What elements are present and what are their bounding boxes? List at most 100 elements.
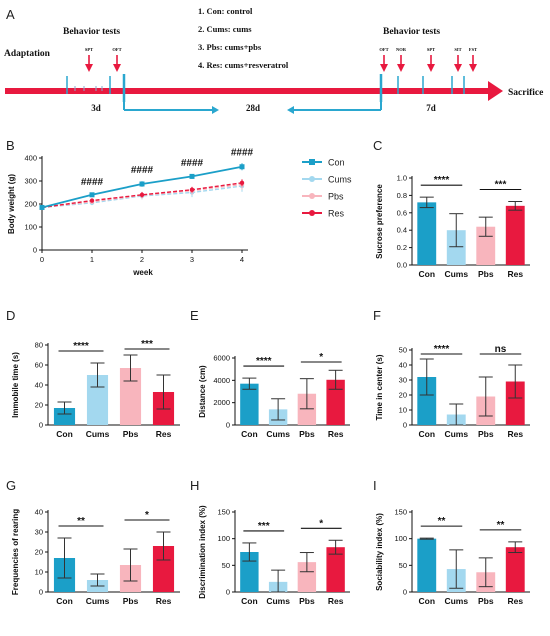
panel-letter-i: I (373, 478, 377, 493)
B-ytick-label-4: 400 (24, 154, 37, 163)
test-label-b0: OFT (379, 47, 388, 52)
D-ytick-label-4: 80 (35, 341, 43, 350)
test-label-b2: SPT (427, 47, 435, 52)
B-ytick-label-0: 0 (33, 246, 37, 255)
B-xtick-label-4: 4 (240, 255, 244, 264)
F-category-label-con: Con (418, 429, 435, 439)
C-ytick-label-0: 0.0 (397, 261, 407, 270)
F-ytick-label-2: 20 (399, 391, 407, 400)
E-bar-res (326, 379, 345, 425)
F-category-label-pbs: Pbs (478, 429, 494, 439)
B-legend-marker-pbs (309, 193, 315, 199)
H-category-label-con: Con (241, 596, 258, 606)
D-ytick-label-3: 60 (35, 361, 43, 370)
H-bar-con (240, 552, 259, 592)
D-category-label-cums: Cums (86, 429, 110, 439)
B-annotation-0: #### (81, 177, 104, 188)
panel-letter-b: B (6, 138, 15, 153)
panel-letter-d: D (6, 308, 15, 323)
E-category-label-res: Res (328, 429, 344, 439)
C-category-label-con: Con (418, 269, 435, 279)
I-category-label-res: Res (507, 596, 523, 606)
test-label-b1: NOR (396, 47, 407, 52)
D-bar-con (53, 408, 76, 425)
B-series-line-pbs (41, 183, 243, 209)
G-ylabel: Frequencies of rearing (11, 509, 20, 595)
E-bar-con (240, 383, 259, 425)
E-category-label-cums: Cums (266, 429, 290, 439)
test-arrow-head-b1 (397, 64, 405, 72)
test-label-b3: SIT (454, 47, 461, 52)
B-legend-marker-cums (309, 176, 315, 182)
C-ytick-label-1: 0.2 (397, 243, 407, 252)
G-category-label-pbs: Pbs (123, 596, 139, 606)
I-ytick-label-0: 0 (403, 588, 407, 597)
I-sig-label-1: ** (497, 520, 505, 531)
I-category-label-pbs: Pbs (478, 596, 494, 606)
B-ytick-label-1: 100 (24, 223, 37, 232)
I-ytick-label-3: 150 (394, 508, 407, 517)
F-ytick-label-0: 0 (403, 421, 407, 430)
B-ytick-label-2: 200 (24, 200, 37, 209)
B-ylabel: Body weight (g) (7, 174, 16, 234)
D-sig-label-1: *** (141, 339, 153, 350)
B-xtick-label-3: 3 (190, 255, 194, 264)
C-ytick-label-5: 1.0 (397, 174, 407, 183)
B-annotation-3: #### (231, 147, 254, 158)
B-series-line-cums (41, 185, 243, 209)
test-arrow-head-b0 (380, 64, 388, 72)
G-bar-res (152, 546, 175, 592)
timeline-ticks: SPT OFT OFT NOR SPT SIT FST (66, 47, 477, 102)
chart-c: C 0.0 0.2 0.4 0.6 0.8 1.0 Sucrose preference Con… (373, 138, 530, 279)
B-xtick-label-2: 2 (140, 255, 144, 264)
B-point-con-0 (39, 204, 45, 210)
G-ytick-label-4: 40 (35, 508, 43, 517)
group-label-3: 3. Pbs: cums+pbs (198, 42, 262, 52)
G-sig-label-0: ** (77, 516, 85, 527)
E-category-label-pbs: Pbs (299, 429, 315, 439)
test-arrow-head-b2 (427, 64, 435, 72)
D-category-label-pbs: Pbs (123, 429, 139, 439)
timeline-arrowhead (488, 81, 503, 101)
D-category-label-res: Res (156, 429, 172, 439)
panel-letter-g: G (6, 478, 16, 493)
chart-i: I 0 50 100 150 Sociability index (%) Con Cums Pb… (373, 478, 530, 606)
B-ytick-label-3: 300 (24, 177, 37, 186)
test-label-b4: FST (469, 47, 477, 52)
E-ytick-label-1: 2000 (213, 398, 230, 407)
E-category-label-con: Con (241, 429, 258, 439)
B-point-res-2 (139, 192, 145, 197)
panel-letter-f: F (373, 308, 381, 323)
duration-7d: 7d (426, 103, 436, 113)
E-ytick-label-3: 6000 (213, 354, 230, 363)
test-label-a0: SPT (85, 47, 93, 52)
H-sig-label-1: * (319, 518, 323, 529)
group-label-4: 4. Res: cums+resveratrol (198, 60, 289, 70)
I-category-label-con: Con (418, 596, 435, 606)
H-category-label-pbs: Pbs (299, 596, 315, 606)
B-point-con-2 (139, 181, 145, 187)
B-point-res-4 (239, 180, 245, 186)
adaptation-label: Adaptation (4, 49, 51, 59)
behavior-tests-label-1: Behavior tests (63, 27, 120, 37)
G-ytick-label-0: 0 (39, 588, 43, 597)
group-label-2: 2. Cums: cums (198, 24, 252, 34)
E-bar-pbs (297, 393, 317, 425)
C-ytick-label-3: 0.6 (397, 208, 407, 217)
I-ylabel: Sociability index (%) (375, 513, 384, 591)
I-ytick-label-1: 50 (399, 561, 407, 570)
G-sig-label-1: * (145, 510, 149, 521)
bracket-left-arrow (212, 106, 219, 114)
C-sig-label-0: **** (434, 175, 450, 186)
C-bar-res (505, 205, 525, 265)
behavior-tests-label-2: Behavior tests (383, 27, 440, 37)
G-ytick-label-1: 10 (35, 568, 43, 577)
test-arrow-head-b3 (454, 64, 462, 72)
E-sig-label-1: * (319, 352, 323, 363)
sacrifice-label: Sacrifice (508, 88, 543, 98)
I-ytick-label-2: 100 (394, 534, 407, 543)
H-ytick-label-1: 50 (222, 561, 230, 570)
panel-letter-h: H (190, 478, 199, 493)
B-point-res-3 (189, 187, 195, 192)
F-sig-label-1: ns (495, 344, 507, 355)
